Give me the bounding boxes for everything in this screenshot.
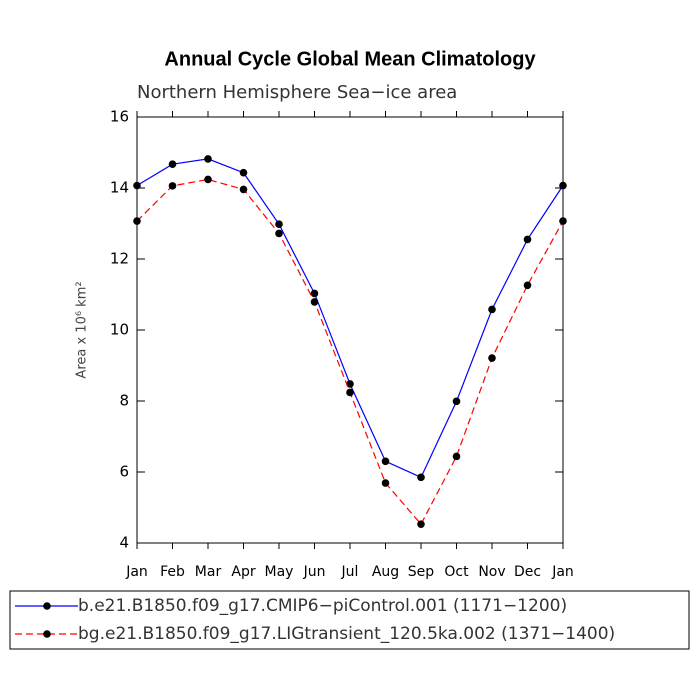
data-point [417, 520, 425, 528]
x-tick-label: Aug [372, 564, 399, 580]
data-point [133, 181, 141, 190]
x-tick-label: Feb [160, 564, 185, 580]
data-point [381, 457, 390, 466]
data-point [488, 305, 496, 314]
legend-marker [43, 630, 51, 638]
data-point [275, 229, 283, 238]
x-tick-label: Sep [408, 564, 435, 580]
data-point [275, 220, 283, 229]
y-tick-label: 16 [110, 108, 129, 126]
legend-label: b.e21.B1850.f09_g17.CMIP6−piControl.001 … [78, 596, 567, 616]
data-point [559, 217, 567, 225]
y-tick-label: 14 [110, 179, 129, 197]
data-point [239, 168, 248, 177]
x-tick-label: Jul [341, 564, 359, 580]
x-tick-label: Jun [303, 564, 326, 580]
data-point [488, 354, 496, 362]
data-point [346, 388, 354, 397]
data-point [346, 380, 354, 388]
y-axis-label: Area x 10⁶ km² [75, 281, 90, 378]
data-point [204, 175, 212, 184]
chart-subtitle: Northern Hemisphere Sea−ice area [137, 82, 457, 103]
x-tick-label: Jan [551, 564, 574, 580]
data-point [452, 452, 461, 461]
data-point [239, 185, 248, 194]
data-point [381, 479, 390, 487]
legend-marker [43, 602, 51, 610]
y-tick-label: 10 [110, 321, 129, 339]
x-tick-label: Oct [444, 564, 469, 580]
data-point [417, 473, 425, 482]
data-point [310, 298, 319, 306]
data-point [168, 160, 177, 169]
y-tick-label: 6 [119, 463, 129, 481]
series-line [136, 178, 564, 526]
y-tick-label: 12 [110, 250, 129, 268]
chart-title: Annual Cycle Global Mean Climatology [164, 48, 536, 70]
data-point [310, 289, 319, 298]
x-tick-label: Jan [125, 564, 148, 580]
data-point [523, 281, 532, 290]
y-tick-label: 4 [119, 534, 129, 552]
x-tick-label: Mar [195, 564, 222, 580]
data-point [452, 397, 461, 406]
data-point [133, 217, 141, 225]
series-line [136, 158, 564, 479]
x-tick-label: Apr [231, 564, 255, 580]
data-point [559, 181, 567, 190]
legend-label: bg.e21.B1850.f09_g17.LIGtransient_120.5k… [78, 624, 615, 644]
x-tick-label: May [265, 564, 294, 580]
legend-frame [9, 590, 690, 650]
y-tick-label: 8 [119, 392, 129, 410]
data-point [523, 235, 532, 244]
x-tick-label: Nov [478, 564, 505, 580]
x-tick-label: Dec [514, 564, 541, 580]
data-point [204, 155, 212, 163]
data-point [168, 182, 177, 190]
